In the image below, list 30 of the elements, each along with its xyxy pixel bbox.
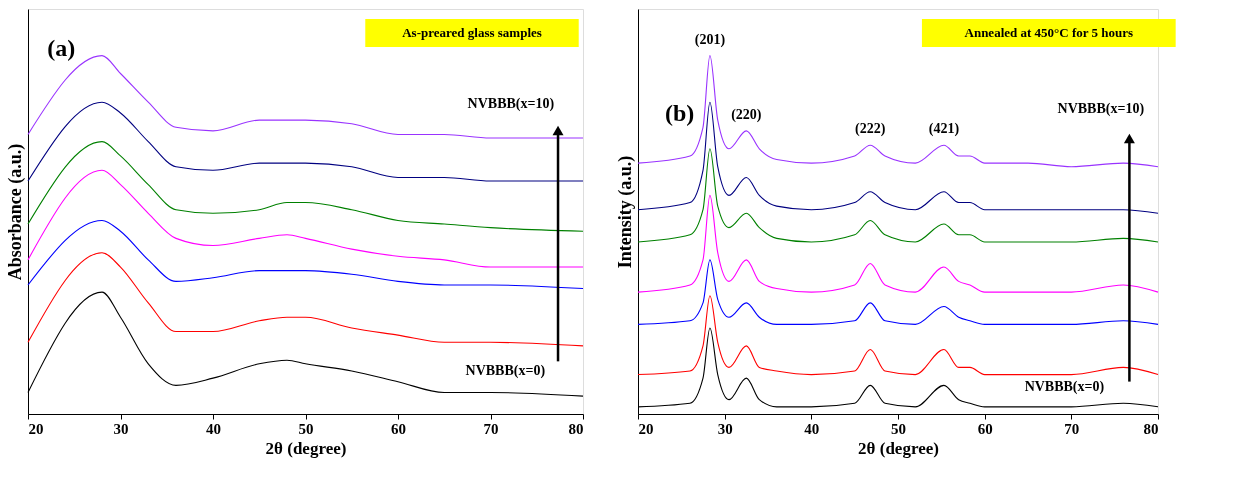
x-tick-label: 80	[1143, 420, 1159, 437]
x-tick-label: 70	[483, 420, 499, 437]
annotation: (220)	[731, 106, 762, 123]
x-tick-label: 30	[113, 420, 129, 437]
annotation: (421)	[928, 121, 960, 138]
annotation: (222)	[855, 121, 886, 138]
annotation: (201)	[694, 31, 726, 48]
annotation: (a)	[47, 35, 76, 61]
text: Annealed at 450°C for 5 hours	[964, 25, 1134, 40]
x-tick-label: 60	[977, 420, 993, 437]
annotation: NVBBB(x=10)	[467, 96, 555, 112]
annotation: (b)	[664, 100, 695, 126]
x-axis-title: 2θ (degree)	[265, 438, 347, 458]
x-tick-label: 50	[298, 420, 314, 437]
y-axis-title: Absorbance (a.u.)	[4, 143, 26, 281]
annotation: NVBBB(x=0)	[465, 363, 546, 379]
text: As-preared glass samples	[402, 25, 542, 40]
x-axis-title: 2θ (degree)	[858, 438, 939, 458]
x-tick-label: 40	[804, 420, 820, 437]
x-tick-label: 40	[206, 420, 221, 437]
x-tick-label: 50	[891, 420, 906, 437]
x-tick-label: 20	[638, 420, 654, 437]
x-tick-label: 70	[1064, 420, 1080, 437]
x-tick-label: 20	[28, 420, 44, 437]
x-tick-label: 30	[717, 420, 733, 437]
y-axis-title: Intensity (a.u.)	[614, 155, 636, 269]
x-tick-label: 60	[391, 420, 406, 437]
x-tick-label: 80	[568, 420, 584, 437]
annotation: NVBBB(x=0)	[1024, 379, 1105, 395]
annotation: NVBBB(x=10)	[1057, 101, 1145, 117]
